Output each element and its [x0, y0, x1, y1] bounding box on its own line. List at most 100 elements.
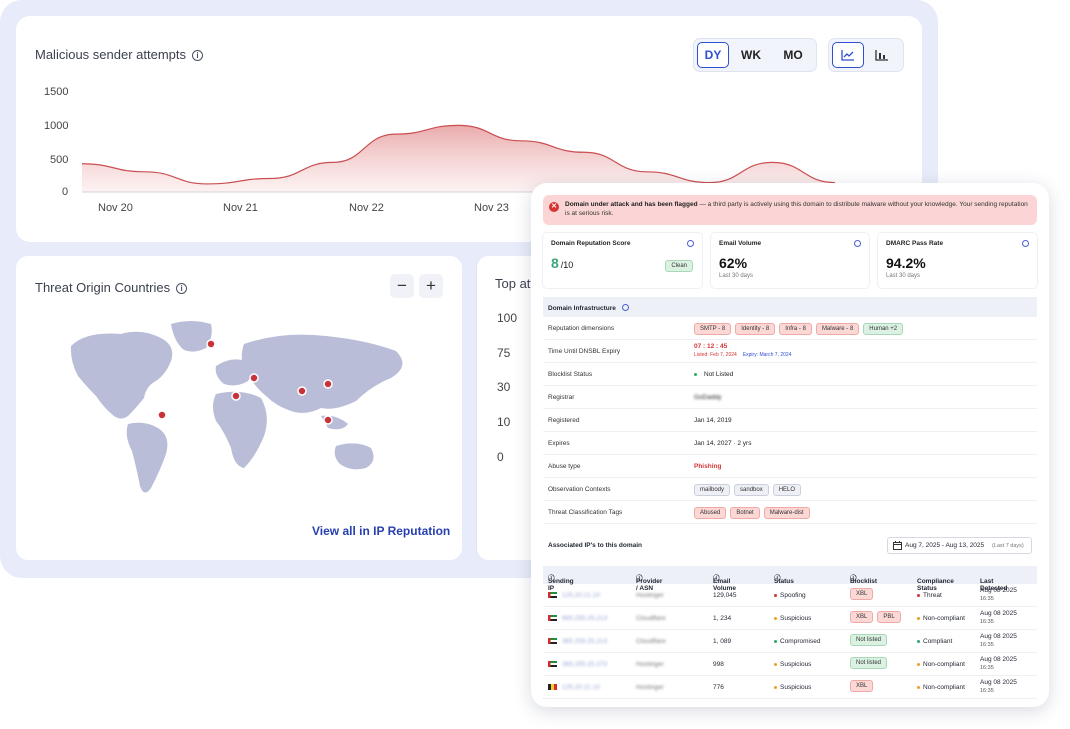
top-attacks-title: Top att — [495, 276, 535, 291]
south-america-shape — [126, 422, 168, 493]
threat-marker[interactable] — [157, 410, 167, 420]
dnsbl-timer: 07 : 12 : 45 — [694, 343, 728, 350]
sending-ip-link[interactable]: 125.20.21.10 — [562, 592, 600, 599]
north-america-shape — [70, 331, 173, 419]
abuse-value: Phishing — [694, 463, 722, 470]
expires-value: Jan 14, 2027 · 2 yrs — [694, 440, 752, 447]
badge: Malware-dist — [763, 506, 810, 519]
y-tick: 1500 — [44, 86, 69, 98]
blocklist-cell: XBL PBL — [850, 611, 901, 623]
row-label: Observation Contexts — [548, 486, 611, 493]
dnsbl-row: Time Until DNSBL Expiry 07 : 12 : 45 Lis… — [543, 340, 1037, 363]
date-range-value: Aug 7, 2025 - Aug 13, 2025 — [905, 542, 985, 549]
badge: Botnet — [730, 506, 760, 519]
sending-ip-link[interactable]: 365.255.25.273 — [562, 661, 608, 668]
status-cell: Suspicious — [774, 684, 811, 691]
threat-marker[interactable] — [231, 391, 241, 401]
badge: Abused — [694, 506, 727, 519]
info-icon[interactable] — [1022, 240, 1029, 247]
y-tick: 1000 — [44, 120, 69, 132]
y-tick: 500 — [50, 154, 69, 166]
uae-flag-icon — [548, 592, 557, 598]
x-tick: Nov 20 — [98, 202, 133, 214]
domain-details-panel: ✕ Domain under attack and has been flagg… — [531, 183, 1049, 707]
table-row[interactable]: 125.20.21.10 Hostinger 776 Suspicious XB… — [543, 676, 1037, 699]
x-tick: Nov 23 — [474, 202, 509, 214]
reputation-score-suffix: /10 — [560, 260, 574, 270]
table-row[interactable]: 125.20.21.10 Hostinger 129,045 Spoofing … — [543, 584, 1037, 607]
last-detected-cell: Aug 08 2025 16:35 — [980, 610, 1017, 625]
info-icon[interactable]: i — [176, 283, 188, 294]
col-provider[interactable]: Provider / ASN ⓘ — [636, 575, 663, 592]
col-sending-ip[interactable]: Sending IP ⓘ — [548, 575, 574, 592]
info-icon[interactable] — [854, 240, 861, 247]
volume-cell: 998 — [713, 661, 724, 668]
series-line — [81, 124, 836, 185]
info-icon[interactable] — [621, 304, 629, 311]
observation-badges: mailbody sandbox HELO — [694, 482, 802, 497]
threat-badges: Abused Botnet Malware-dist — [694, 505, 810, 520]
malicious-sender-chart-card: Malicious sender attempts i DY WK MO 1500… — [16, 16, 922, 242]
table-row[interactable]: 665.255.25.213 Cloudflare 1, 234 Suspici… — [543, 607, 1037, 630]
email-volume-card: Email Volume 62% Last 30 days — [711, 233, 869, 288]
badge: mailbody — [694, 483, 731, 496]
stat-label: Email Volume — [719, 240, 762, 247]
col-email-volume[interactable]: Email Volume ⓘ — [713, 575, 736, 592]
badge: HELO — [772, 483, 802, 496]
blocklist-value: Not Listed — [704, 371, 734, 378]
info-icon[interactable]: i — [192, 50, 204, 61]
range-mo-button[interactable]: MO — [783, 48, 803, 62]
zoom-out-button[interactable]: − — [390, 274, 414, 298]
alert-text: — a third party is actively using this d… — [565, 201, 1028, 217]
zoom-in-button[interactable]: + — [419, 274, 443, 298]
volume-cell: 1, 234 — [713, 615, 732, 622]
y-tick: 0 — [497, 450, 504, 464]
threat-marker[interactable] — [206, 339, 216, 349]
badge: Malware - 8 — [815, 322, 860, 335]
threat-marker[interactable] — [297, 386, 307, 396]
provider-cell: Hostinger — [636, 661, 664, 668]
threat-marker[interactable] — [249, 373, 259, 383]
registrar-value: GoDaddy — [694, 394, 722, 401]
info-icon[interactable] — [687, 240, 694, 247]
dmarc-pass-card: DMARC Pass Rate 94.2% Last 30 days — [878, 233, 1037, 288]
line-chart-button[interactable] — [832, 42, 864, 68]
map-title: Threat Origin Countries — [35, 280, 171, 295]
date-range-picker[interactable]: Aug 7, 2025 - Aug 13, 2025 (Last 7 days) — [887, 537, 1032, 554]
reputation-score-value: 8 — [551, 255, 559, 271]
table-row[interactable]: 365.255.25.213 Cloudflare 1, 089 Comprom… — [543, 630, 1037, 653]
belgium-flag-icon — [548, 684, 557, 690]
col-blocklist[interactable]: Blocklist ⓘ — [850, 575, 878, 585]
dnsbl-expiry: Expiry: March 7, 2024 — [742, 352, 792, 358]
range-wk-button[interactable]: WK — [741, 48, 761, 62]
x-tick: Nov 22 — [349, 202, 384, 214]
sending-ip-link[interactable]: 125.20.21.10 — [562, 684, 600, 691]
col-status[interactable]: Status ⓘ — [774, 575, 794, 585]
bar-chart-button[interactable] — [864, 42, 900, 68]
world-map[interactable] — [66, 316, 416, 506]
sending-ip-link[interactable]: 665.255.25.213 — [562, 615, 608, 622]
view-all-ip-reputation-link[interactable]: View all in IP Reputation — [312, 524, 451, 538]
compliance-cell: Threat — [917, 592, 942, 599]
table-header: Sending IP ⓘ Provider / ASN ⓘ Email Volu… — [543, 566, 1037, 592]
expires-row: Expires Jan 14, 2027 · 2 yrs — [543, 432, 1037, 455]
blocklist-value-wrap: Not Listed — [694, 367, 733, 382]
stat-sub: Last 30 days — [886, 273, 921, 279]
compliance-cell: Non-compliant — [917, 661, 965, 668]
blocklist-cell: XBL — [850, 588, 874, 600]
africa-shape — [213, 391, 267, 468]
status-dot — [694, 373, 697, 376]
threat-marker[interactable] — [323, 415, 333, 425]
badge: SMTP - 8 — [694, 322, 732, 335]
volume-cell: 129,045 — [713, 592, 737, 599]
threat-marker[interactable] — [323, 379, 333, 389]
chart-type-toggle — [828, 38, 904, 72]
stat-value: 62% — [719, 255, 748, 271]
table-row[interactable]: 365.255.25.273 Hostinger 998 Suspicious … — [543, 653, 1037, 676]
row-label: Threat Classification Tags — [548, 509, 623, 516]
dnsbl-value: 07 : 12 : 45 Listed: Feb 7, 2024 Expiry: … — [694, 343, 791, 358]
sending-ip-link[interactable]: 365.255.25.213 — [562, 638, 608, 645]
status-cell: Spoofing — [774, 592, 806, 599]
range-dy-button[interactable]: DY — [697, 42, 729, 68]
map-title-row: Threat Origin Countries i — [35, 280, 188, 295]
